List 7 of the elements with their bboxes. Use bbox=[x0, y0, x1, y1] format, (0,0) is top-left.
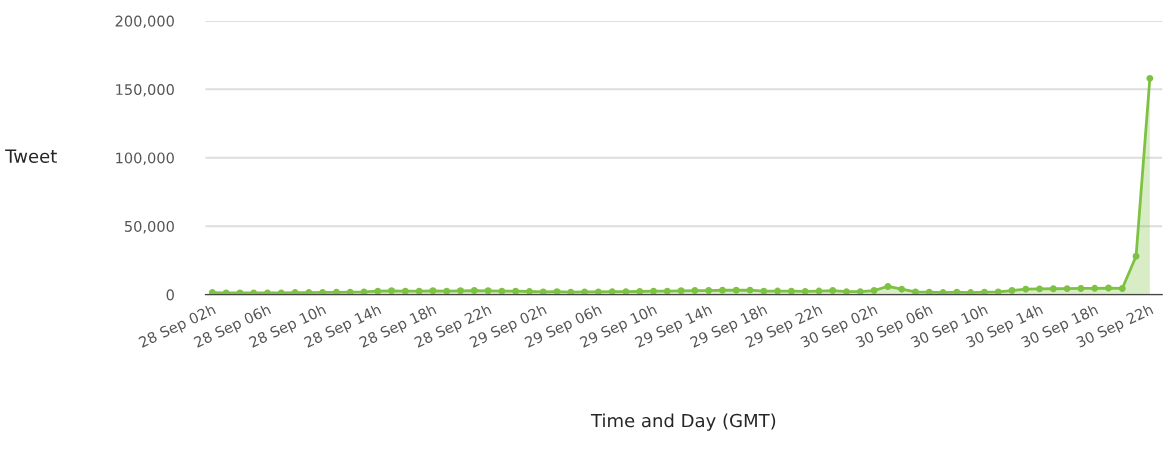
y-tick-label: 100,000 bbox=[116, 152, 174, 165]
y-tick-label: 150,000 bbox=[116, 84, 174, 97]
x-axis-title: Time and Day (GMT) bbox=[590, 413, 776, 431]
y-tick-label: 200,000 bbox=[115, 15, 174, 29]
y-tick-label: 0 bbox=[166, 289, 174, 301]
y-tick-label: 50,000 bbox=[124, 220, 174, 234]
y-axis-title: Tweet bbox=[5, 149, 57, 163]
